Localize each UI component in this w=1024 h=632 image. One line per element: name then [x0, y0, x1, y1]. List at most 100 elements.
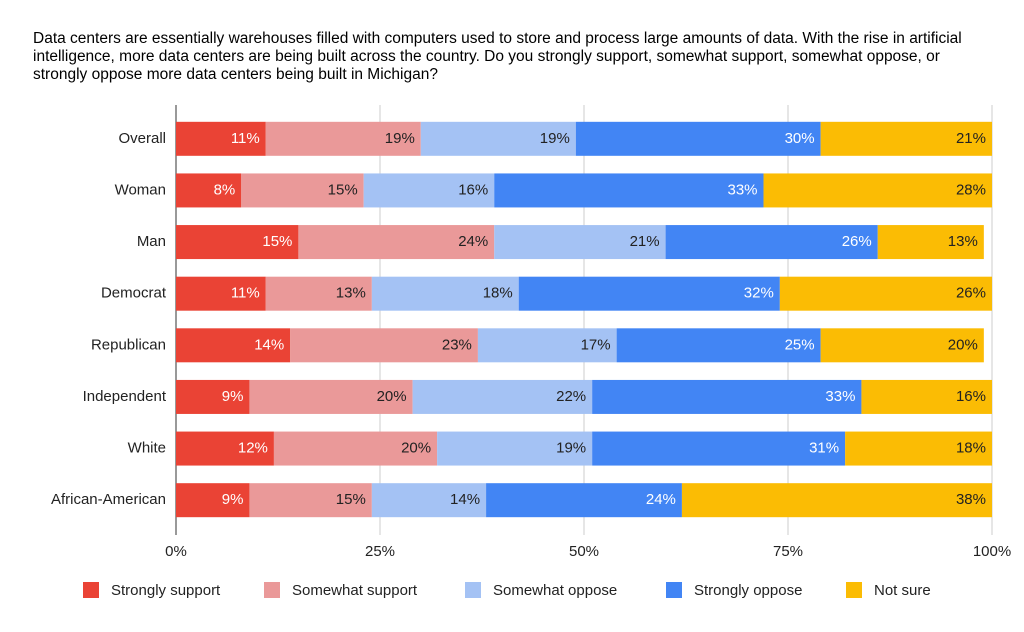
bar-segment	[494, 173, 764, 208]
data-label: 20%	[377, 388, 407, 405]
data-label: 21%	[956, 130, 986, 147]
y-tick-label: Independent	[83, 388, 167, 405]
bar-segment	[176, 173, 242, 208]
bar-segment	[273, 431, 438, 466]
data-label: 8%	[214, 181, 236, 198]
y-tick-label: Overall	[118, 130, 166, 147]
data-label: 19%	[385, 130, 415, 147]
data-label: 24%	[646, 491, 676, 508]
bar-segment	[681, 483, 992, 518]
bar-segment	[494, 225, 666, 260]
bar-segment	[176, 225, 299, 260]
bar-segment	[477, 328, 617, 363]
bar-segment	[575, 121, 821, 156]
x-tick-label: 75%	[773, 543, 803, 560]
data-label: 14%	[254, 336, 284, 353]
data-label: 19%	[556, 440, 586, 457]
bar-segment	[820, 328, 984, 363]
legend-swatch	[465, 582, 481, 598]
bar-segment	[592, 379, 862, 414]
legend-swatch	[83, 582, 99, 598]
bar-segment	[241, 173, 364, 208]
data-label: 14%	[450, 491, 480, 508]
bar-segment	[265, 276, 372, 311]
bar-segment	[371, 483, 487, 518]
legend-label: Not sure	[874, 582, 931, 599]
bar-segment	[763, 173, 992, 208]
data-label: 32%	[744, 285, 774, 302]
data-label: 19%	[540, 130, 570, 147]
data-label: 18%	[483, 285, 513, 302]
data-label: 17%	[581, 336, 611, 353]
data-label: 38%	[956, 491, 986, 508]
data-label: 22%	[556, 388, 586, 405]
data-label: 16%	[956, 388, 986, 405]
bar-segment	[290, 328, 478, 363]
data-label: 11%	[231, 130, 260, 147]
bar-segment	[176, 121, 266, 156]
bar-segment	[616, 328, 821, 363]
data-label: 20%	[401, 440, 431, 457]
data-label: 28%	[956, 181, 986, 198]
data-label: 26%	[842, 233, 872, 250]
bar-segment	[420, 121, 576, 156]
bar-segment	[412, 379, 593, 414]
y-tick-label: White	[128, 440, 166, 457]
data-label: 13%	[336, 285, 366, 302]
bar-segment	[437, 431, 593, 466]
data-label: 13%	[948, 233, 978, 250]
bar-segment	[363, 173, 495, 208]
bar-segment	[518, 276, 780, 311]
bar-segment	[592, 431, 846, 466]
bar-segment	[665, 225, 878, 260]
bar-segment	[249, 379, 413, 414]
data-label: 24%	[458, 233, 488, 250]
bar-segment	[877, 225, 984, 260]
data-label: 21%	[630, 233, 660, 250]
data-label: 26%	[956, 285, 986, 302]
y-tick-label: African-American	[51, 491, 166, 508]
data-label: 31%	[809, 440, 839, 457]
y-tick-label: Democrat	[101, 285, 167, 302]
legend-swatch	[846, 582, 862, 598]
data-label: 9%	[222, 491, 244, 508]
data-label: 18%	[956, 440, 986, 457]
data-label: 15%	[262, 233, 292, 250]
x-tick-label: 25%	[365, 543, 395, 560]
x-tick-label: 0%	[165, 543, 187, 560]
chart-title: Data centers are essentially warehouses …	[33, 30, 962, 83]
bar-segment	[861, 379, 992, 414]
y-tick-label: Republican	[91, 336, 166, 353]
legend-label: Strongly oppose	[694, 582, 802, 599]
y-tick-label: Woman	[115, 181, 166, 198]
bar-segment	[371, 276, 519, 311]
bar-segment	[486, 483, 682, 518]
data-label: 12%	[238, 440, 268, 457]
bar-segment	[845, 431, 992, 466]
data-label: 15%	[328, 181, 358, 198]
data-label: 30%	[785, 130, 815, 147]
legend-swatch	[666, 582, 682, 598]
x-tick-label: 50%	[569, 543, 599, 560]
data-label: 15%	[336, 491, 366, 508]
bar-segment	[176, 431, 274, 466]
data-label: 11%	[231, 285, 260, 302]
data-label: 25%	[785, 336, 815, 353]
y-tick-label: Man	[137, 233, 166, 250]
bar-segment	[176, 328, 291, 363]
data-label: 16%	[458, 181, 488, 198]
data-label: 33%	[727, 181, 757, 198]
data-label: 33%	[825, 388, 855, 405]
x-tick-label: 100%	[973, 543, 1011, 560]
legend-label: Strongly support	[111, 582, 221, 599]
bar-segment	[779, 276, 992, 311]
bar-segment	[298, 225, 495, 260]
legend-label: Somewhat support	[292, 582, 418, 599]
legend-swatch	[264, 582, 280, 598]
bar-segment	[820, 121, 992, 156]
data-label: 20%	[948, 336, 978, 353]
legend-label: Somewhat oppose	[493, 582, 617, 599]
bar-segment	[176, 276, 266, 311]
